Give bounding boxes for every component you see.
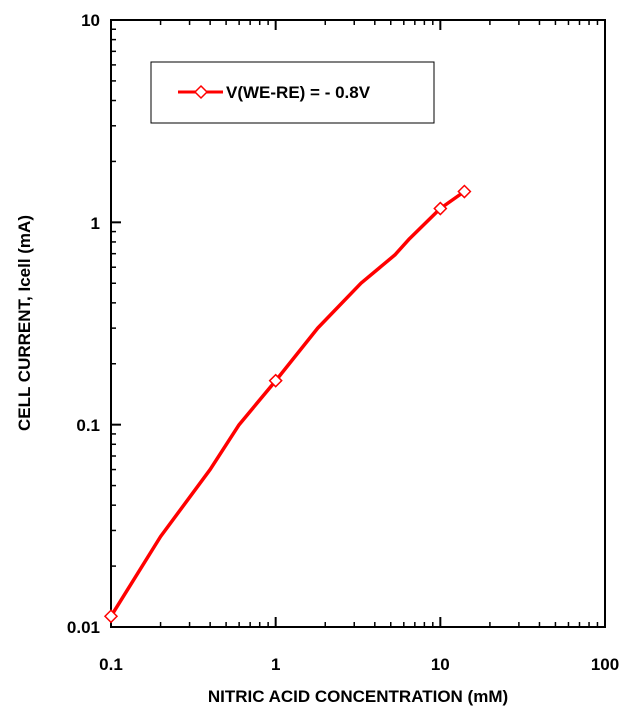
data-point-marker [268,373,283,388]
data-point-marker [433,201,448,216]
y-axis-major-ticks [111,19,121,628]
x-tick-label: 100 [591,655,619,674]
y-axis-minor-ticks [111,28,116,567]
series-line [109,189,467,619]
legend-label: V(WE-RE) = - 0.8V [226,83,371,102]
y-tick-label: 1 [91,214,100,233]
x-axis-title: NITRIC ACID CONCENTRATION (mM) [208,687,508,706]
y-tick-label: 10 [81,11,100,30]
x-tick-label: 10 [431,655,450,674]
data-point-marker [457,184,472,199]
legend: V(WE-RE) = - 0.8V [150,61,435,124]
y-tick-label: 0.1 [76,416,100,435]
data-point-marker [103,609,119,624]
y-axis-title: CELL CURRENT, Icell (mA) [15,215,34,431]
x-axis-minor-ticks [159,20,599,627]
series-layer [103,184,472,624]
legend-marker-sample [193,84,209,100]
x-tick-label: 0.1 [99,655,123,674]
x-tick-label: 1 [271,655,280,674]
y-tick-label: 0.01 [67,618,100,637]
